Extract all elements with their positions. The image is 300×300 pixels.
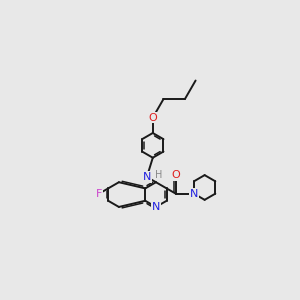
Text: F: F bbox=[96, 189, 102, 199]
Text: O: O bbox=[171, 170, 180, 181]
Text: O: O bbox=[148, 112, 157, 123]
Text: H: H bbox=[155, 169, 163, 180]
Text: N: N bbox=[190, 189, 198, 199]
Text: N: N bbox=[152, 202, 160, 212]
Text: N: N bbox=[143, 172, 151, 182]
